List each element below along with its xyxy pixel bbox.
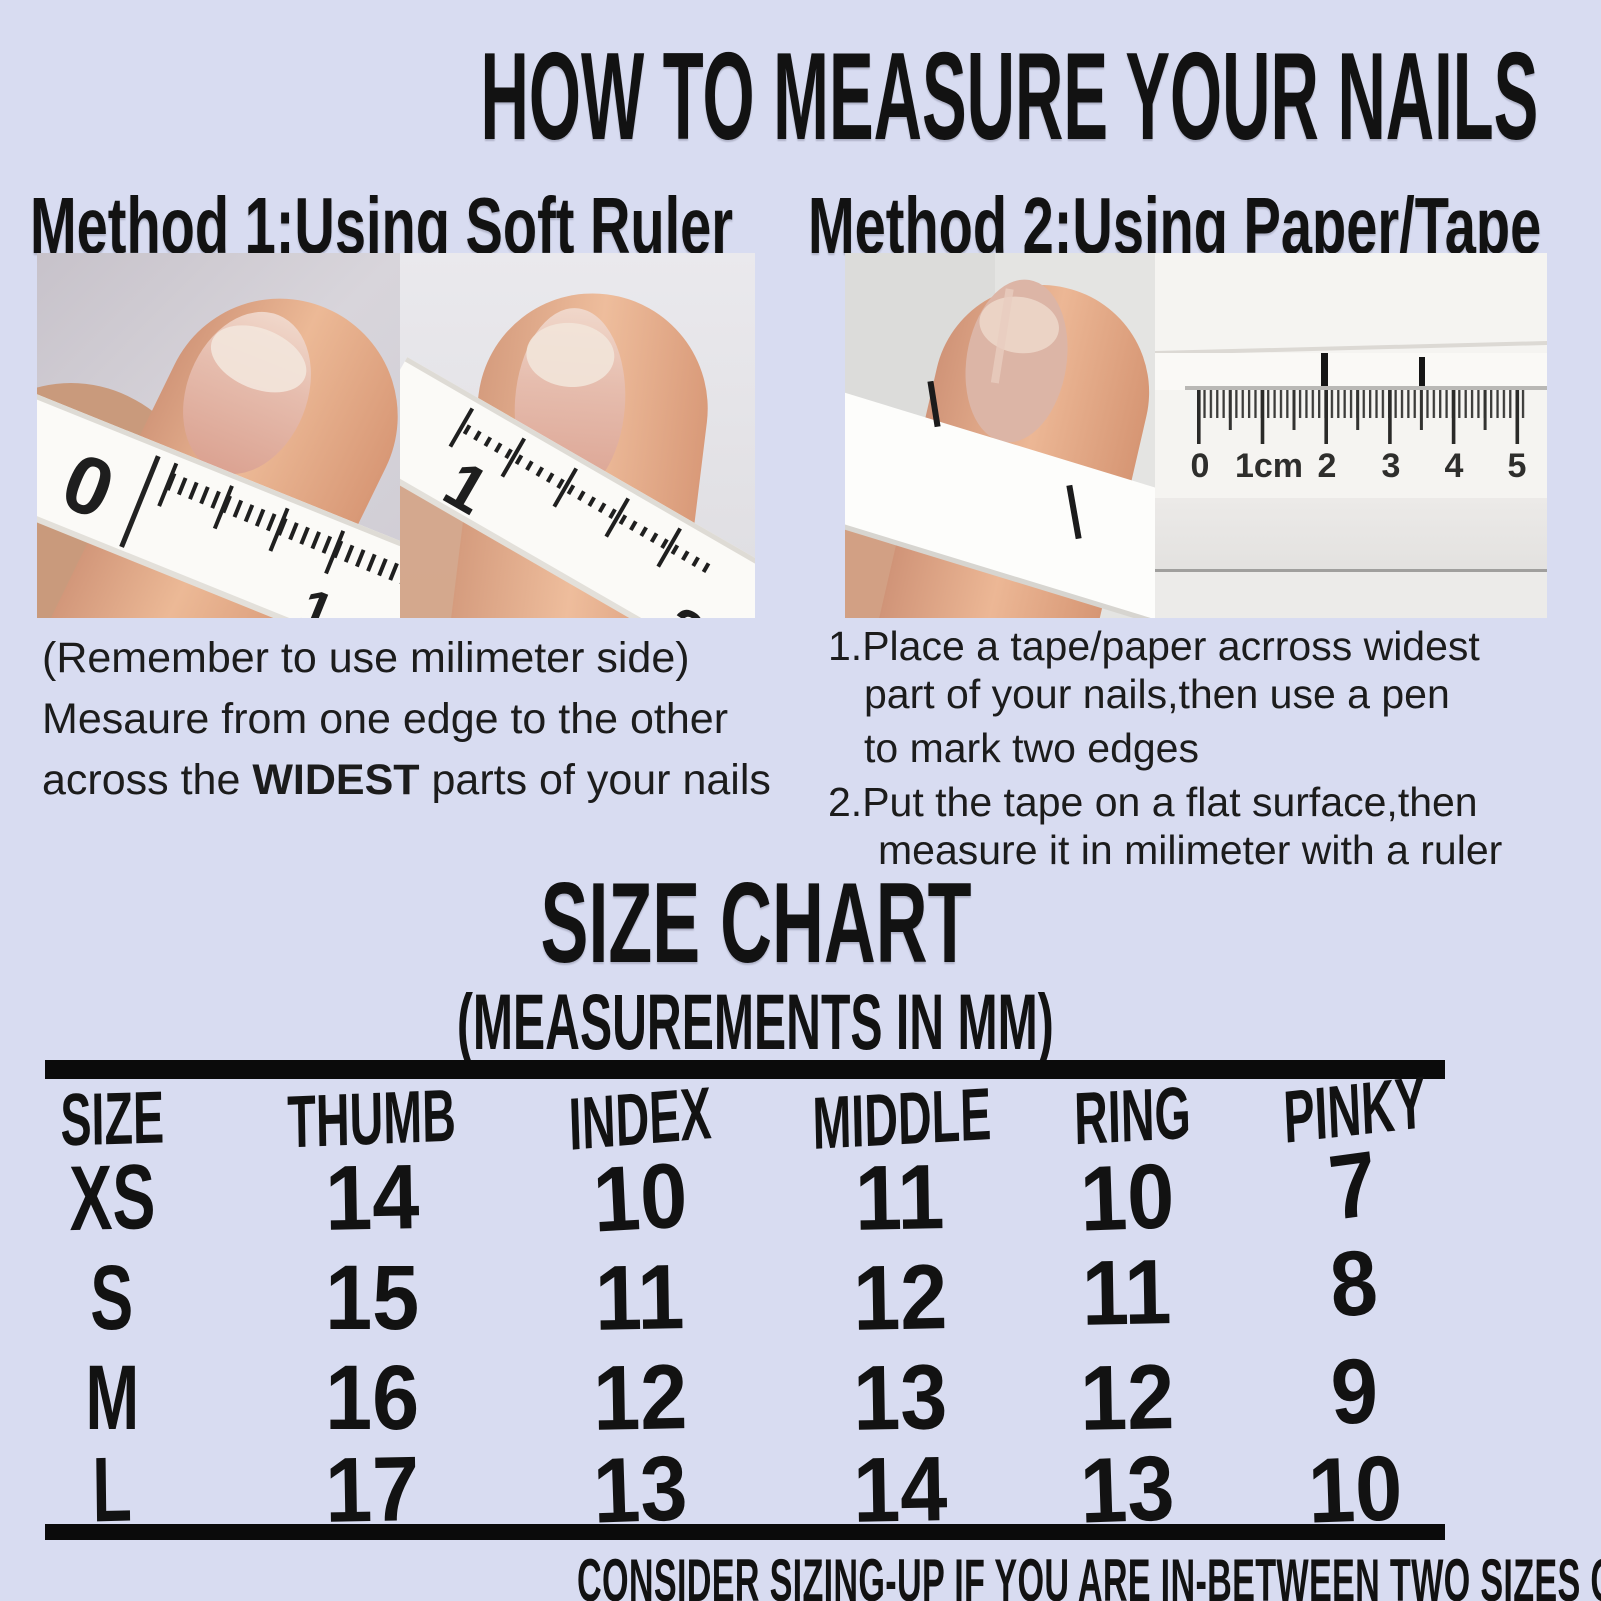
cell-pinky: 7 xyxy=(1324,1132,1383,1240)
method1-heading: Method 1:Using Soft Ruler xyxy=(30,181,734,270)
cell-index: 12 xyxy=(592,1346,688,1450)
cell-index: 13 xyxy=(591,1437,689,1543)
ruler-illustration: 0 1cm 2 3 4 5 xyxy=(1155,253,1547,618)
ruler-label: 3 xyxy=(1382,447,1401,485)
sizing-advice-footnote: CONSIDER SIZING-UP IF YOU ARE IN-BETWEEN… xyxy=(576,1547,1601,1601)
table-bottom-rule xyxy=(45,1524,1445,1540)
finger-tape-illustration-2: 1 2 xyxy=(400,253,755,618)
column-header-size: SIZE xyxy=(59,1075,165,1162)
size-label: S xyxy=(90,1247,134,1349)
pen-mark-right xyxy=(1419,357,1425,387)
cell-middle: 12 xyxy=(852,1246,948,1350)
cell-thumb: 14 xyxy=(324,1146,420,1250)
widest-emphasis: WIDEST xyxy=(252,756,420,804)
step-line: 1.Place a tape/paper acrross widest xyxy=(828,623,1480,669)
cell-middle: 14 xyxy=(852,1438,948,1542)
size-chart-subtitle: (MEASUREMENTS IN MM) xyxy=(456,977,1054,1066)
ruler-scale: 0 1cm 2 3 4 5 xyxy=(1185,386,1547,485)
step-line: measure it in milimeter with a ruler xyxy=(878,827,1503,873)
column-header-ring: RING xyxy=(1073,1070,1192,1161)
cell-pinky: 8 xyxy=(1327,1231,1381,1337)
finger-paper-illustration xyxy=(845,253,1155,618)
cell-pinky: 10 xyxy=(1306,1437,1404,1543)
paper-edge xyxy=(1155,341,1547,355)
size-label: L xyxy=(91,1438,133,1542)
column-header-thumb: THUMB xyxy=(287,1073,457,1164)
method2-instructions: 1.Place a tape/paper acrross widest part… xyxy=(828,622,1502,874)
method1-instructions: (Remember to use milimeter side) Mesaure… xyxy=(42,628,771,811)
finger-tape-illustration-1: 0 1 xyxy=(37,253,400,618)
cell-index: 11 xyxy=(594,1246,686,1350)
note-line: (Remember to use milimeter side) xyxy=(42,634,690,682)
step-line: part of your nails,then use a pen xyxy=(864,671,1450,717)
ruler-label: 5 xyxy=(1508,447,1527,485)
note-line: across the WIDEST parts of your nails xyxy=(42,756,771,804)
pen-mark-left xyxy=(1321,353,1328,387)
measuring-tape: 1 2 xyxy=(400,357,755,618)
paper-band xyxy=(845,387,1155,618)
size-label: XS xyxy=(68,1145,156,1251)
soft-ruler-photo-2: 1 2 xyxy=(400,253,755,618)
cell-ring: 13 xyxy=(1078,1437,1176,1543)
cell-index: 10 xyxy=(590,1144,690,1252)
cell-ring: 12 xyxy=(1079,1346,1175,1450)
paper-strip xyxy=(1155,353,1547,390)
column-header-middle: MIDDLE xyxy=(811,1072,993,1165)
size-chart-row-l: L 17 13 14 13 10 xyxy=(0,1437,1496,1543)
size-chart-header-row: SIZE THUMB INDEX MIDDLE RING PINKY xyxy=(0,1060,1496,1166)
pen-mark-right xyxy=(1066,484,1082,540)
column-header-index: INDEX xyxy=(567,1071,713,1166)
cell-middle: 11 xyxy=(854,1146,946,1250)
page-title-text: HOW TO MEASURE YOUR NAILS xyxy=(480,28,1539,166)
cell-thumb: 15 xyxy=(324,1247,420,1349)
thumbnail-shape xyxy=(965,279,1068,443)
method2-heading: Method 2:Using Paper/Tape xyxy=(808,181,1542,270)
cell-ring: 10 xyxy=(1078,1145,1176,1251)
cell-ring: 11 xyxy=(1081,1241,1173,1345)
ruler-label: 0 xyxy=(1191,447,1210,485)
cell-middle: 13 xyxy=(852,1346,948,1450)
measuring-tape: 0 1 xyxy=(37,392,400,618)
note-line: Mesaure from one edge to the other xyxy=(42,695,729,743)
cell-thumb: 16 xyxy=(324,1347,420,1449)
cell-thumb: 17 xyxy=(324,1438,420,1542)
size-chart-row-xs: XS 14 10 11 10 7 xyxy=(0,1132,1496,1252)
soft-ruler-photo-1: 0 1 xyxy=(37,253,400,618)
paper-tape-photo xyxy=(845,253,1155,618)
table-top-rule xyxy=(45,1060,1445,1079)
size-chart-row-m: M 16 12 13 12 9 xyxy=(0,1340,1496,1450)
pen-mark-left xyxy=(927,380,941,428)
size-label: M xyxy=(85,1347,139,1449)
ruler-label: 4 xyxy=(1445,447,1464,485)
page-title: HOW TO MEASURE YOUR NAILS xyxy=(30,26,1601,168)
size-chart-row-s: S 15 11 12 11 8 xyxy=(0,1231,1496,1350)
step-line: 2.Put the tape on a flat surface,then xyxy=(828,779,1478,825)
size-chart-title: SIZE CHART xyxy=(540,860,971,987)
ruler-label: 2 xyxy=(1318,447,1337,485)
ruler-body xyxy=(1155,498,1547,618)
thumbnail-shape xyxy=(183,311,311,475)
cell-pinky: 9 xyxy=(1329,1340,1380,1444)
ruler-label: 1cm xyxy=(1235,447,1303,485)
ruler-photo: 0 1cm 2 3 4 5 xyxy=(1155,253,1547,618)
step-line: to mark two edges xyxy=(864,725,1199,771)
